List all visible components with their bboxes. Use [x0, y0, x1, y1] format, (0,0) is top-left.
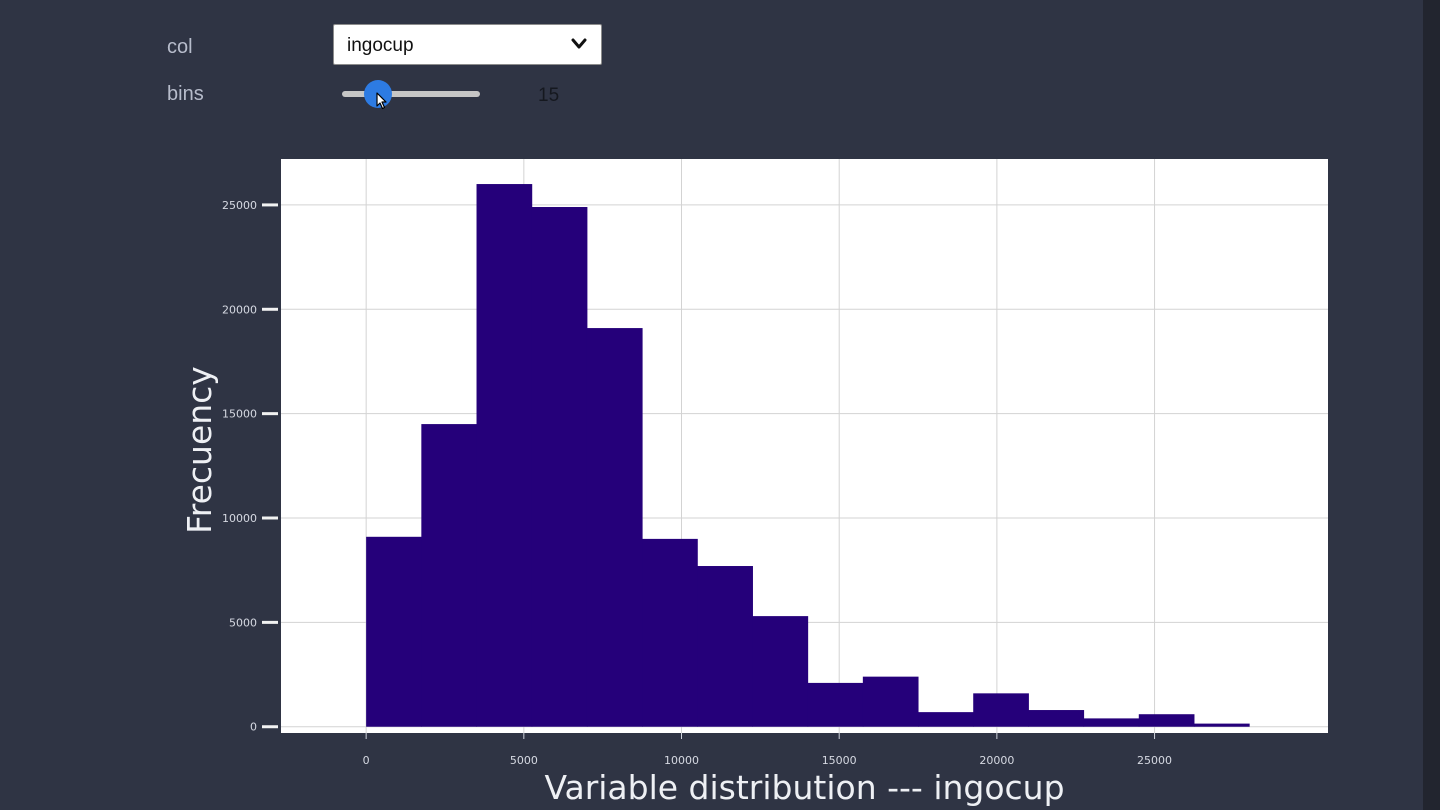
histogram-bar: [918, 712, 974, 727]
axes: 0 5000 10000 15000 20000 25000 0 5000 10000 15000…: [222, 199, 1172, 767]
bins-value: 15: [538, 85, 560, 106]
mouse-pointer-icon: [376, 92, 387, 110]
col-label: col: [167, 36, 193, 58]
histogram-bar: [586, 328, 643, 727]
y-tick-label: 15000: [222, 408, 257, 421]
histogram-bars: [366, 184, 1250, 727]
y-tick-label: 0: [250, 721, 257, 734]
x-tick-label: 25000: [1137, 754, 1172, 767]
histogram-bar: [752, 616, 809, 727]
histogram-bar: [531, 207, 588, 727]
histogram-bar: [1138, 714, 1195, 727]
histogram-bar: [1193, 723, 1250, 727]
col-select-value: ingocup: [347, 35, 414, 56]
histogram-bar: [642, 538, 698, 727]
x-tick-label: 5000: [510, 754, 538, 767]
y-tick-label: 25000: [222, 199, 257, 212]
scrollbar-strip: [1423, 0, 1440, 810]
y-axis-label: Frecuency: [180, 366, 219, 534]
x-axis-label: Variable distribution --- ingocup: [544, 768, 1064, 807]
histogram-bar: [697, 566, 753, 727]
y-tick-label: 10000: [222, 512, 257, 525]
histogram-bar: [807, 682, 864, 727]
col-select[interactable]: ingocup: [333, 24, 602, 65]
x-tick-label: 10000: [664, 754, 699, 767]
bins-label: bins: [167, 83, 204, 105]
histogram-bar: [476, 184, 533, 727]
histogram-bar: [366, 536, 422, 727]
histogram-bar: [973, 693, 1029, 727]
y-tick-label: 20000: [222, 303, 257, 316]
chevron-down-icon: [571, 38, 587, 49]
histogram-bar: [1028, 710, 1085, 727]
histogram-bar: [421, 424, 478, 727]
y-tick-label: 5000: [229, 616, 257, 629]
x-tick-label: 15000: [822, 754, 857, 767]
bins-slider-track[interactable]: [342, 91, 480, 97]
x-tick-label: 0: [363, 754, 370, 767]
histogram-bar: [1083, 718, 1140, 727]
histogram-bar: [862, 676, 919, 727]
x-tick-label: 20000: [979, 754, 1014, 767]
